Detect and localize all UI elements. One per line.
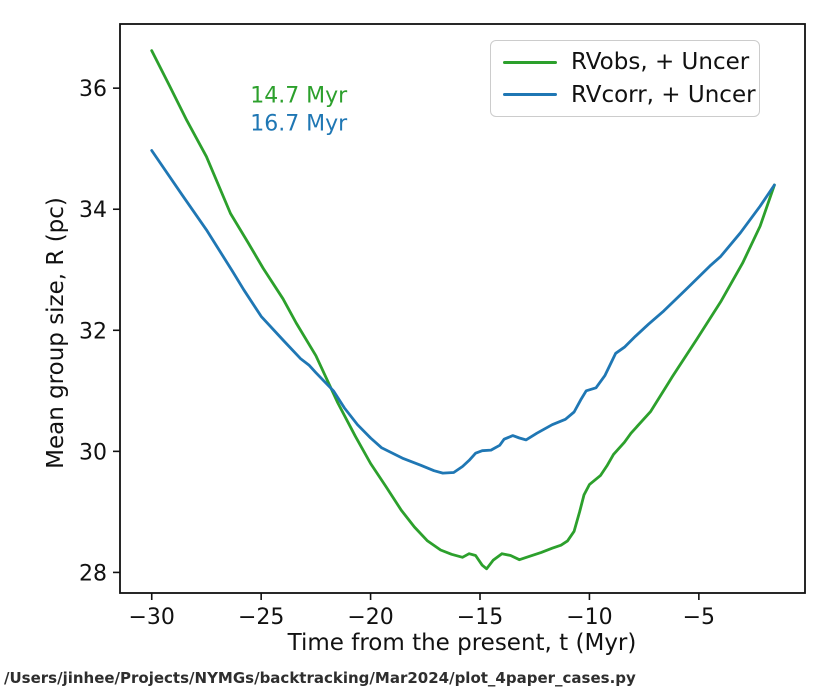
legend-item-rvcorr: RVcorr, + Uncer — [491, 82, 759, 108]
x-tick-label: −25 — [238, 605, 284, 630]
annotation-green-age: 14.7 Myr — [250, 83, 348, 109]
y-tick-label: 34 — [79, 198, 107, 223]
green-line-sample-icon — [503, 60, 557, 65]
annotation-blue-age: 16.7 Myr — [250, 111, 348, 137]
x-axis-label: Time from the present, t (Myr) — [287, 630, 637, 656]
legend: RVobs, + Uncer RVcorr, + Uncer — [490, 40, 760, 117]
y-tick-label: 32 — [79, 319, 107, 344]
x-tick-label: −30 — [129, 605, 175, 630]
x-tick-label: −20 — [347, 605, 393, 630]
y-tick-label: 36 — [79, 77, 107, 102]
script-path: /Users/jinhee/Projects/NYMGs/backtrackin… — [4, 669, 636, 687]
legend-item-rvobs: RVobs, + Uncer — [491, 49, 759, 75]
x-tick-label: −15 — [457, 605, 503, 630]
y-tick-label: 30 — [79, 440, 107, 465]
legend-label-rvobs: RVobs, + Uncer — [571, 49, 750, 76]
series-line-rvcorr — [150, 149, 776, 475]
x-tick-label: −5 — [683, 605, 715, 630]
x-tick-label: −10 — [566, 605, 612, 630]
y-axis-label: Mean group size, R (pc) — [43, 197, 69, 469]
axes-frame — [119, 23, 806, 594]
blue-line-sample-icon — [503, 92, 557, 97]
legend-label-rvcorr: RVcorr, + Uncer — [571, 81, 756, 108]
y-tick-label: 28 — [79, 561, 107, 586]
series-line-rvobs — [150, 49, 776, 571]
